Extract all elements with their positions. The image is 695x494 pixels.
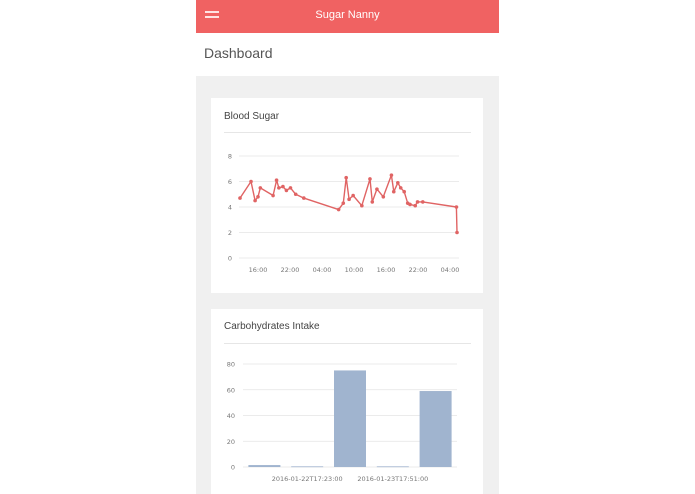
data-point — [368, 177, 372, 181]
data-point — [277, 186, 281, 190]
y-tick-label: 0 — [228, 255, 232, 263]
data-point — [281, 184, 285, 189]
carb-bar — [248, 465, 281, 467]
data-point — [238, 196, 242, 200]
data-point — [454, 205, 459, 209]
y-tick-label: 4 — [228, 204, 232, 212]
data-point — [344, 175, 348, 180]
y-tick-label: 60 — [227, 386, 235, 394]
x-tick-label: 2016-01-23T17:51:00 — [357, 475, 428, 483]
data-point — [341, 201, 346, 205]
x-tick-label: 22:00 — [281, 266, 300, 274]
blood-sugar-chart: 0 2 4 6 8 16:00 22:00 04:00 10:00 16:00 22:00 04:00 — [228, 153, 460, 275]
data-point — [293, 192, 298, 197]
data-point — [396, 180, 400, 185]
carbs-chart: 0 20 40 60 80 2016-01-22T17:23:00 2016-01-23T1… — [227, 361, 457, 483]
data-point — [253, 198, 257, 203]
data-point — [256, 195, 260, 199]
page-title: Dashboard — [204, 45, 273, 61]
dashboard-content: Blood Sugar 0 2 4 6 8 16:00 22:00 04:00 10:00 16:… — [196, 76, 499, 494]
data-point — [389, 173, 394, 177]
data-point — [420, 200, 425, 204]
y-tick-label: 0 — [231, 464, 235, 472]
data-point — [391, 189, 396, 194]
carbs-card: Carbohydrates Intake 0 20 40 60 80 2016-01-22… — [211, 309, 483, 494]
menu-line — [205, 11, 219, 13]
menu-line — [205, 16, 219, 18]
data-point — [271, 193, 275, 198]
data-point — [370, 200, 375, 204]
carbs-title: Carbohydrates Intake — [224, 321, 320, 332]
data-point — [284, 188, 289, 193]
x-tick-label: 04:00 — [441, 266, 460, 274]
x-tick-label: 16:00 — [377, 266, 396, 274]
hamburger-menu-icon[interactable] — [205, 9, 221, 23]
blood-sugar-line — [239, 174, 458, 233]
carb-bar — [334, 370, 366, 467]
data-point — [347, 197, 351, 202]
data-point — [288, 186, 293, 190]
data-point — [258, 186, 263, 190]
app-title: Sugar Nanny — [315, 9, 380, 21]
x-tick-label: 04:00 — [313, 266, 332, 274]
data-point — [249, 179, 253, 184]
y-tick-label: 2 — [228, 229, 232, 237]
carb-bar — [419, 391, 452, 467]
y-tick-label: 6 — [228, 178, 232, 186]
data-point — [274, 178, 279, 183]
data-point — [381, 195, 386, 199]
x-tick-label: 22:00 — [409, 266, 428, 274]
data-point — [402, 189, 407, 194]
data-point — [336, 207, 341, 212]
data-point — [375, 187, 379, 191]
blood-sugar-card: Blood Sugar 0 2 4 6 8 16:00 22:00 04:00 10:00 16:… — [211, 98, 483, 293]
x-tick-label: 10:00 — [345, 266, 364, 274]
data-point — [413, 203, 418, 208]
carb-bar — [376, 466, 409, 468]
card-divider — [224, 132, 471, 133]
data-point — [351, 193, 355, 198]
carb-bar — [291, 466, 324, 468]
x-tick-label: 16:00 — [249, 266, 268, 274]
data-point — [302, 196, 306, 200]
data-point — [455, 230, 459, 235]
data-point — [360, 203, 364, 208]
x-tick-label: 2016-01-22T17:23:00 — [272, 475, 343, 483]
y-tick-label: 80 — [227, 361, 235, 369]
app-screen: Sugar Nanny Dashboard Blood Sugar 0 2 4 6 8 1… — [196, 0, 499, 494]
card-divider — [224, 343, 471, 344]
y-tick-label: 20 — [227, 438, 235, 446]
data-point — [398, 186, 403, 190]
blood-sugar-title: Blood Sugar — [224, 111, 280, 122]
y-tick-label: 40 — [227, 412, 235, 420]
top-app-bar: Sugar Nanny — [196, 0, 499, 33]
data-point — [408, 202, 412, 207]
y-tick-label: 8 — [228, 153, 232, 161]
data-point — [415, 200, 420, 204]
